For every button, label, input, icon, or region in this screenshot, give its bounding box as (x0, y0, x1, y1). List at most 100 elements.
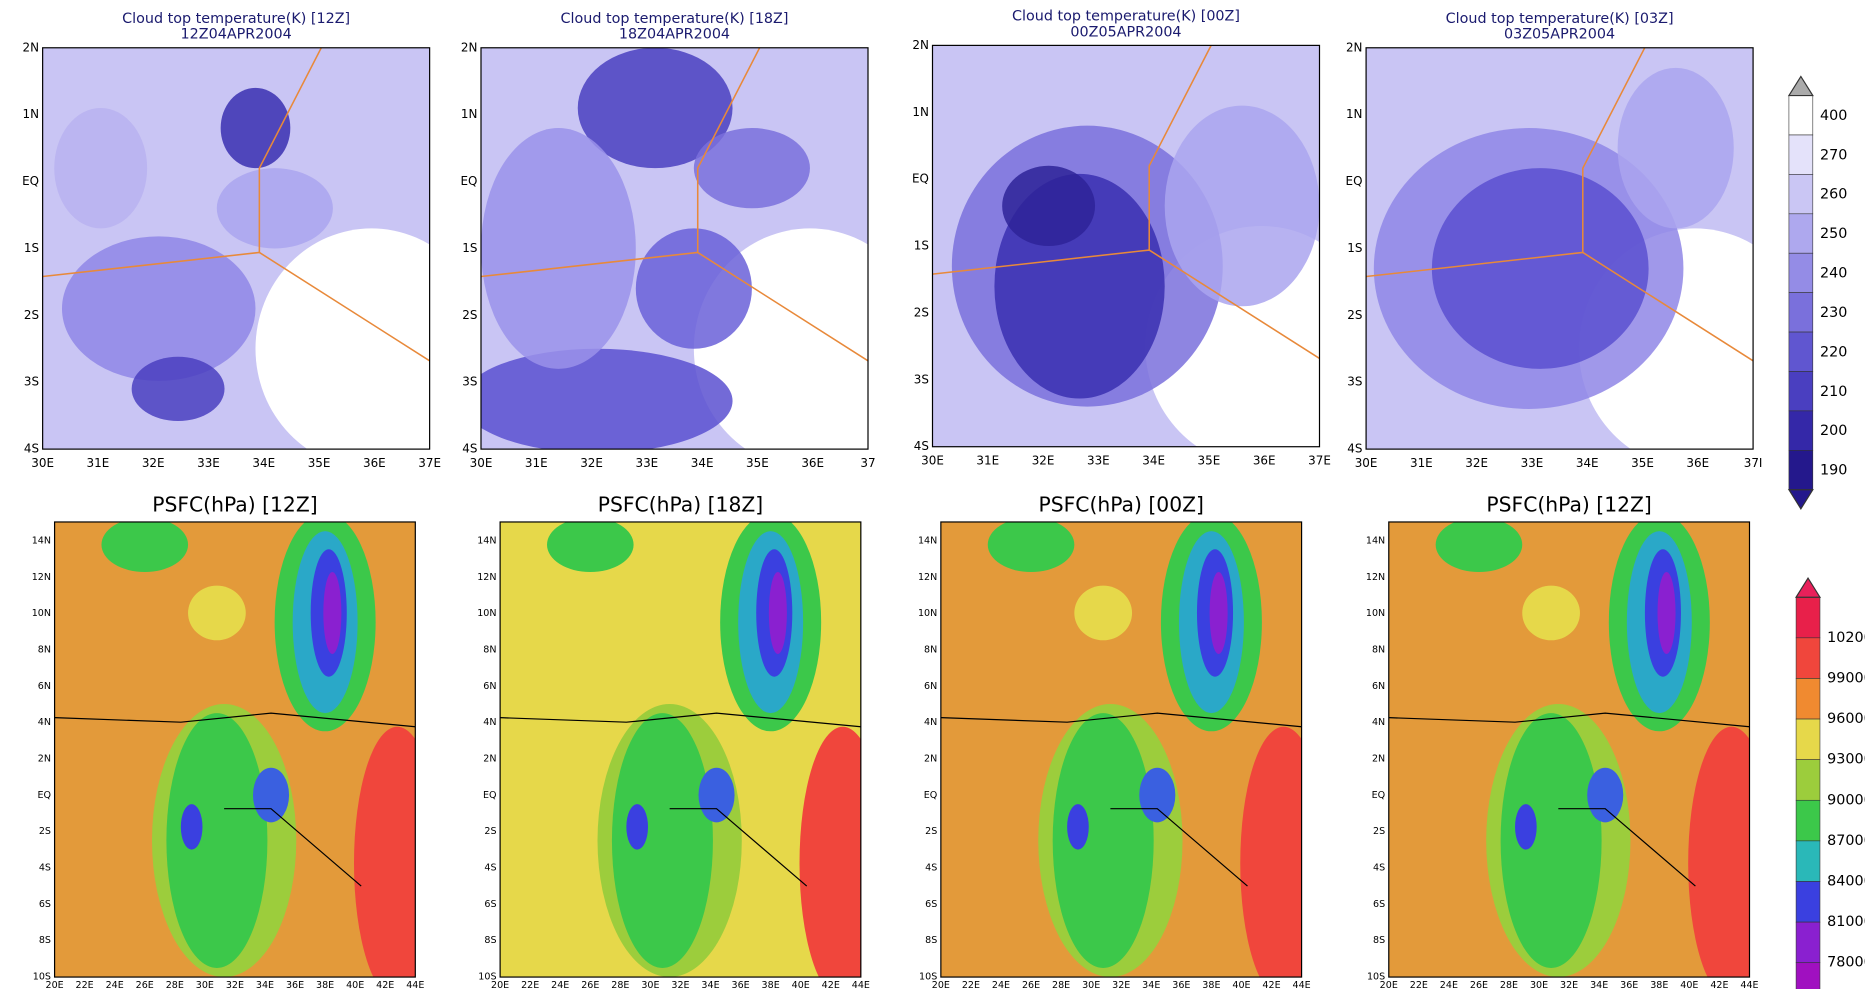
x-tick-label: 31E (976, 454, 999, 468)
color-swatch (1788, 174, 1814, 215)
map-fill (932, 45, 1320, 447)
color-swatch (1788, 95, 1814, 136)
panel-title: Cloud top temperature(K) [03Z] (1446, 11, 1674, 27)
pressure-blob (252, 767, 290, 823)
color-swatch (1795, 678, 1821, 720)
x-tick-label: 32E (1032, 454, 1055, 468)
y-tick-label: 10S (33, 972, 51, 983)
y-tick-label: EQ (912, 172, 929, 186)
panel-title: Cloud top temperature(K) [12Z] (122, 11, 350, 27)
y-tick-label: 2N (23, 40, 40, 54)
y-tick-label: 3S (462, 375, 477, 389)
cloud-blob (1431, 168, 1649, 369)
x-tick-label: 36E (1253, 454, 1276, 468)
x-tick-label: 38E (316, 980, 334, 989)
x-tick-label: 40E (346, 980, 364, 989)
border (224, 808, 362, 887)
x-tick-label: 26E (1470, 980, 1488, 989)
y-tick-label: 10N (918, 608, 937, 619)
colorbar-tip (1795, 576, 1822, 598)
colorbar-label: 96000 (1827, 711, 1865, 727)
cloud-blob (577, 47, 733, 169)
color-swatch (1788, 450, 1814, 491)
x-tick-label: 34E (1142, 980, 1160, 989)
x-tick-label: 42E (1262, 980, 1280, 989)
panel-title: PSFC(hPa) [12Z] (152, 492, 317, 516)
x-tick-label: 26E (581, 980, 599, 989)
y-tick-label: 3S (24, 375, 39, 389)
y-tick-label: EQ (1346, 174, 1363, 188)
x-tick-label: 30E (196, 980, 214, 989)
border (1558, 808, 1696, 887)
y-tick-label: 2S (1373, 826, 1385, 837)
y-tick-label: 2N (924, 754, 937, 765)
x-tick-label: 35E (746, 456, 769, 470)
color-swatch (1795, 881, 1821, 923)
border (1582, 47, 1646, 253)
border (940, 712, 1302, 728)
y-tick-label: 8N (38, 645, 51, 656)
color-swatch (1788, 213, 1814, 254)
colorbar-label: 210 (1820, 384, 1847, 400)
panel-subtitle: 03Z05APR2004 (1504, 27, 1615, 43)
pressure-blob (547, 521, 634, 573)
color-swatch (1788, 410, 1814, 451)
pressure-blob (799, 726, 861, 978)
y-tick-label: 2N (912, 38, 929, 52)
x-tick-label: 44E (1740, 980, 1758, 989)
x-tick-label: 36E (1172, 980, 1190, 989)
color-swatch (1795, 596, 1821, 639)
y-tick-label: 1N (1346, 107, 1363, 121)
x-tick-label: 30E (31, 456, 54, 470)
x-tick-label: 30E (470, 456, 493, 470)
border (669, 808, 808, 887)
pressure-blob (611, 713, 713, 968)
panel-subtitle: 12Z04APR2004 (181, 27, 292, 43)
pressure-blob (1515, 804, 1537, 850)
cloud-blob (220, 87, 291, 169)
y-tick-label: EQ (22, 174, 39, 188)
x-tick-label: 22E (962, 980, 980, 989)
y-tick-label: 1S (462, 241, 477, 255)
x-tick-label: 42E (822, 980, 840, 989)
colorbar-label: 102000 (1827, 630, 1865, 646)
colorbar-label: 87000 (1827, 833, 1865, 849)
y-tick-label: 8N (924, 645, 937, 656)
y-tick-label: 8S (925, 935, 937, 946)
panel-subtitle: 00Z05APR2004 (1070, 24, 1181, 40)
y-tick-label: 2N (1372, 754, 1385, 765)
colorbar-label: 220 (1820, 344, 1847, 360)
colorbar-label: 230 (1820, 305, 1847, 321)
y-tick-label: 8S (1373, 935, 1385, 946)
x-tick-label: 44E (406, 980, 424, 989)
x-tick-label: 40E (1232, 980, 1250, 989)
x-tick-label: 34E (1590, 980, 1608, 989)
colorbar-label: 270 (1820, 147, 1847, 163)
x-tick-label: 20E (1380, 980, 1398, 989)
x-tick-label: 26E (1022, 980, 1040, 989)
y-tick-label: 6N (1372, 681, 1385, 692)
x-tick-label: 36E (731, 980, 749, 989)
color-swatch (1788, 252, 1814, 293)
x-tick-label: 34E (701, 980, 719, 989)
x-tick-label: 22E (1410, 980, 1428, 989)
x-tick-label: 37E (418, 456, 441, 470)
cloud-panel: Cloud top temperature(K) [00Z]00Z05APR20… (912, 9, 1331, 468)
color-swatch (1788, 331, 1814, 372)
y-tick-label: EQ (460, 174, 477, 188)
color-swatch (1795, 962, 1821, 989)
y-tick-label: 1N (461, 107, 478, 121)
x-tick-label: 28E (1500, 980, 1518, 989)
y-tick-label: 1S (1347, 241, 1362, 255)
y-tick-label: 4S (24, 442, 39, 456)
y-tick-label: 3S (914, 372, 929, 386)
x-tick-label: 24E (106, 980, 124, 989)
colorbar-label: 190 (1820, 463, 1847, 479)
y-tick-label: 4S (914, 439, 929, 453)
pressure-blob (768, 572, 787, 654)
psfc-panel: PSFC(hPa) [00Z] 20E 22E 24E 26E 28E 30E 32E 34E 3… (918, 492, 1311, 989)
map-fill (54, 521, 416, 978)
cloud-blob (54, 107, 148, 229)
y-tick-label: 1N (23, 107, 40, 121)
